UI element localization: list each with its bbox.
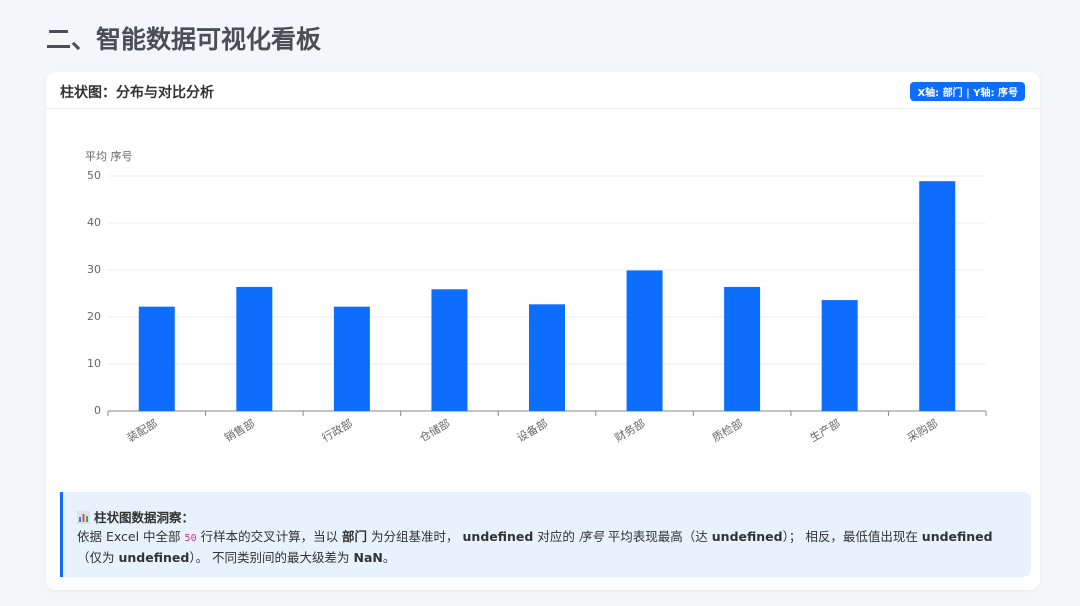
strong: undefined [462, 529, 534, 544]
page-title: 二、智能数据可视化看板 [46, 25, 322, 54]
y-tick-label: 40 [87, 216, 101, 229]
insight-heading-row: 柱状图数据洞察： [77, 508, 1017, 527]
x-tick-label: 质检部 [710, 416, 746, 445]
bar [333, 306, 370, 411]
strong: undefined [118, 550, 190, 565]
bar [236, 286, 273, 411]
text: ）。 不同类别间的最大级差为 [189, 550, 354, 565]
insight-text: 依据 Excel 中全部 50 行样本的交叉计算，当以 部门 为分组基准时， u… [77, 527, 1017, 567]
text: （仅为 [77, 550, 119, 565]
insight-box: 柱状图数据洞察： 依据 Excel 中全部 50 行样本的交叉计算，当以 部门 … [60, 492, 1031, 577]
text: 对应的 [533, 529, 579, 544]
chart: 平均 序号 0 10 20 30 40 50 装配部 销售部 行政部 仓储部 设备部 财务部 质检部 生产… [85, 149, 987, 445]
y-tick-label: 50 [87, 169, 101, 182]
card-header: 柱状图：分布与对比分析 X轴: 部门 | Y轴: 序号 [46, 72, 1040, 109]
bar [431, 289, 468, 411]
axis-badge: X轴: 部门 | Y轴: 序号 [910, 82, 1025, 101]
x-tick-label: 生产部 [807, 416, 843, 445]
strong: 部门 [342, 529, 368, 544]
x-tick-label: 行政部 [319, 416, 355, 445]
x-tick-label: 仓储部 [417, 416, 453, 445]
bar [529, 304, 565, 411]
bar [724, 286, 761, 411]
x-tick-label: 设备部 [514, 416, 550, 445]
strong: undefined [921, 529, 993, 544]
text: 依据 Excel 中全部 [77, 529, 185, 544]
bar [919, 181, 956, 411]
strong: NaN [353, 550, 383, 565]
x-tick-label: 销售部 [222, 416, 258, 445]
text: 平均表现最高（达 [603, 529, 712, 544]
strong: undefined [711, 529, 783, 544]
bar [821, 300, 858, 411]
code: 50 [184, 533, 197, 544]
x-tick-label: 装配部 [124, 416, 160, 445]
text: ）； 相反，最低值出现在 [782, 529, 922, 544]
emphasis: 序号 [578, 529, 604, 544]
text: 行样本的交叉计算，当以 [196, 529, 343, 544]
y-axis-label: 平均 序号 [85, 149, 133, 163]
chart-icon [77, 511, 90, 524]
y-tick-label: 20 [87, 310, 101, 323]
y-tick-label: 0 [94, 404, 101, 417]
text: 。 [382, 550, 396, 565]
insight-heading: 柱状图数据洞察： [93, 510, 194, 525]
x-tick-label: 财务部 [612, 416, 648, 445]
text: 为分组基准时， [367, 529, 463, 544]
bar [138, 306, 175, 411]
card-title: 柱状图：分布与对比分析 [60, 85, 214, 101]
bar [626, 270, 663, 411]
x-tick-label: 采购部 [905, 416, 941, 445]
y-tick-label: 30 [87, 263, 101, 276]
y-tick-label: 10 [87, 357, 101, 370]
